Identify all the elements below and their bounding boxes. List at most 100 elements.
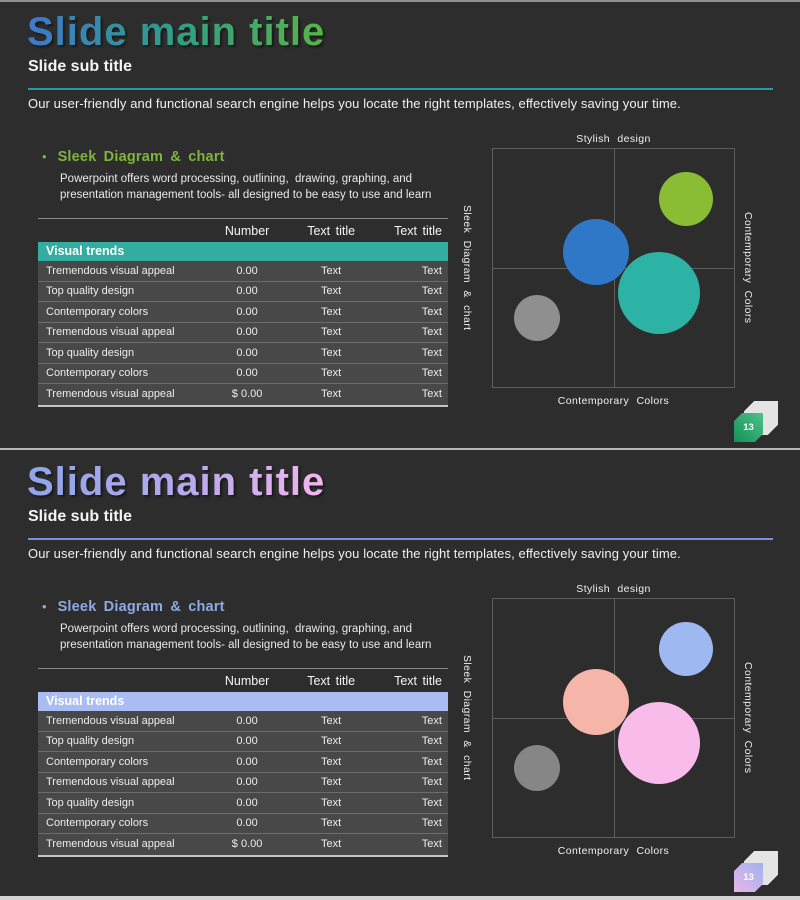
- chart-bubble-4: [513, 744, 560, 791]
- quadrant-plot: [492, 148, 735, 388]
- table-cell: Text: [421, 285, 442, 298]
- chart-label-bottom: Contemporary Colors: [557, 845, 670, 857]
- intro-text: Our user-friendly and functional search …: [28, 96, 681, 111]
- table-cell: Text: [321, 346, 342, 359]
- table-cell: Text: [321, 367, 342, 380]
- column-header-text-title-1: Text title: [307, 673, 356, 688]
- table-cell: Contemporary colors: [46, 305, 149, 318]
- table-row: Tremendous visual appeal 0.00 Text Text: [38, 261, 448, 282]
- title-divider-line: [28, 88, 773, 90]
- table-row: Tremendous visual appeal 0.00 Text Text: [38, 772, 448, 793]
- chart-label-left: Sleek Diagram & chart: [461, 205, 473, 331]
- table-cell: Text: [421, 817, 442, 830]
- slide-title: Slide main title: [27, 10, 326, 54]
- table-cell: 0.00: [236, 735, 258, 748]
- table-cell: 0.00: [236, 776, 258, 789]
- table-cell: Tremendous visual appeal: [46, 838, 175, 851]
- title-divider-line: [28, 538, 773, 540]
- table-row: Tremendous visual appeal 0.00 Text Text: [38, 322, 448, 343]
- table-cell: Text: [321, 838, 342, 851]
- table-cell: Text: [421, 367, 442, 380]
- bottom-edge-strip: [0, 896, 800, 900]
- table-row: Tremendous visual appeal $ 0.00 Text Text: [38, 384, 448, 405]
- table-row: Contemporary colors 0.00 Text Text: [38, 302, 448, 323]
- table-cell: 0.00: [236, 367, 258, 380]
- table-cell: Text: [321, 755, 342, 768]
- table-cell: Text: [321, 388, 342, 401]
- chart-label-top: Stylish design: [576, 583, 651, 595]
- table-row: Contemporary colors 0.00 Text Text: [38, 752, 448, 773]
- intro-text: Our user-friendly and functional search …: [28, 546, 681, 561]
- table-row: Contemporary colors 0.00 Text Text: [38, 813, 448, 834]
- section-heading-row: • Sleek Diagram & chart: [42, 599, 225, 615]
- page-number-ornament: 13: [732, 851, 780, 895]
- chart-bubble-2: [562, 219, 629, 286]
- table-cell: 0.00: [236, 817, 258, 830]
- table-cell: Text: [421, 714, 442, 727]
- table-cell: Text: [421, 346, 442, 359]
- table-cell: Text: [421, 388, 442, 401]
- page-number-badge: 13: [734, 413, 763, 442]
- table-cell: Text: [421, 735, 442, 748]
- column-header-text-title-1: Text title: [307, 223, 356, 238]
- chart-bubble-4: [513, 294, 560, 341]
- table-group-header: Visual trends: [38, 242, 448, 261]
- table-cell: $ 0.00: [231, 388, 263, 401]
- table-group-header: Visual trends: [38, 692, 448, 711]
- table-body: Tremendous visual appeal 0.00 Text Text Top …: [38, 711, 448, 857]
- table-cell: 0.00: [236, 285, 258, 298]
- chart-bubble-1: [659, 171, 714, 226]
- table-cell: Text: [421, 796, 442, 809]
- slide-divider-line: [0, 448, 800, 450]
- table-cell: 0.00: [236, 796, 258, 809]
- section-heading: Sleek Diagram & chart: [57, 149, 225, 165]
- bullet-icon: •: [42, 149, 47, 164]
- table-cell: Tremendous visual appeal: [46, 388, 175, 401]
- table-cell: 0.00: [236, 755, 258, 768]
- chart-label-top: Stylish design: [576, 133, 651, 145]
- column-header-text-title-2: Text title: [394, 223, 442, 238]
- slide-title: Slide main title: [27, 460, 326, 504]
- table-cell: Text: [321, 714, 342, 727]
- table-cell: Tremendous visual appeal: [46, 776, 175, 789]
- table-cell: Text: [321, 776, 342, 789]
- table-cell: Tremendous visual appeal: [46, 326, 175, 339]
- data-table: Number Text title Text title Visual tren…: [38, 218, 448, 407]
- chart-label-left: Sleek Diagram & chart: [461, 655, 473, 781]
- slide-subtitle: Slide sub title: [28, 58, 133, 75]
- table-cell: 0.00: [236, 326, 258, 339]
- table-cell: Text: [421, 305, 442, 318]
- table-cell: Text: [321, 735, 342, 748]
- table-header-row: Number Text title Text title: [38, 668, 448, 692]
- table-row: Top quality design 0.00 Text Text: [38, 731, 448, 752]
- table-row: Top quality design 0.00 Text Text: [38, 793, 448, 814]
- section-body-text: Powerpoint offers word processing, outli…: [60, 173, 432, 201]
- table-cell: 0.00: [236, 714, 258, 727]
- table-row: Tremendous visual appeal $ 0.00 Text Text: [38, 834, 448, 855]
- table-header-row: Number Text title Text title: [38, 218, 448, 242]
- table-cell: Contemporary colors: [46, 755, 149, 768]
- table-cell: 0.00: [236, 264, 258, 277]
- table-cell: Top quality design: [46, 735, 135, 748]
- table-cell: Contemporary colors: [46, 367, 149, 380]
- table-cell: Text: [321, 796, 342, 809]
- table-cell: Text: [421, 755, 442, 768]
- table-row: Top quality design 0.00 Text Text: [38, 281, 448, 302]
- section-heading-row: • Sleek Diagram & chart: [42, 149, 225, 165]
- table-cell: $ 0.00: [231, 838, 263, 851]
- column-header-number: Number: [224, 223, 270, 238]
- table-cell: Text: [321, 305, 342, 318]
- table-cell: 0.00: [236, 305, 258, 318]
- table-cell: 0.00: [236, 346, 258, 359]
- table-cell: Text: [421, 326, 442, 339]
- column-header-text-title-2: Text title: [394, 673, 442, 688]
- data-table: Number Text title Text title Visual tren…: [38, 668, 448, 857]
- chart-bubble-1: [659, 621, 714, 676]
- table-cell: Top quality design: [46, 346, 135, 359]
- column-header-number: Number: [224, 673, 270, 688]
- chart-label-bottom: Contemporary Colors: [557, 395, 670, 407]
- section-heading: Sleek Diagram & chart: [57, 599, 225, 615]
- slide-1: Slide main title Slide sub title Our use…: [0, 2, 800, 448]
- table-cell: Top quality design: [46, 285, 135, 298]
- table-cell: Tremendous visual appeal: [46, 264, 175, 277]
